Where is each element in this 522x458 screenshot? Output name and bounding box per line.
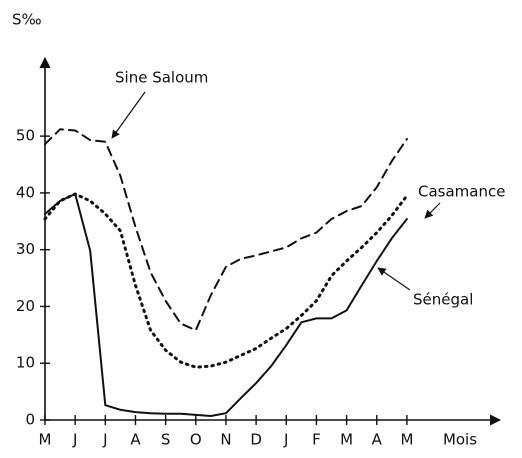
x-tick-label: S [161, 431, 171, 449]
x-tick-label: A [372, 431, 383, 449]
y-tick-label: 30 [16, 240, 35, 258]
series-label: Casamance [418, 183, 505, 201]
series-line [44, 193, 408, 417]
series-line [43, 192, 409, 369]
y-tick-label: 0 [25, 411, 35, 429]
y-tick-label: 40 [16, 183, 35, 201]
x-tick-label: M [39, 431, 52, 449]
series-label: Sénégal [413, 291, 473, 309]
x-tick-label: N [220, 431, 231, 449]
x-tick-label: J [102, 431, 107, 449]
series-label: Sine Saloum [115, 69, 208, 87]
y-tick-label: 10 [16, 354, 35, 372]
x-tick-label: J [72, 431, 77, 449]
label-leader [377, 267, 411, 291]
x-tick-label: D [250, 431, 262, 449]
x-tick-label: A [130, 431, 141, 449]
x-tick-label: F [312, 431, 321, 449]
series-line [44, 128, 408, 332]
x-axis-label: Mois [443, 431, 477, 449]
x-tick-label: J [283, 431, 288, 449]
x-tick-label: O [190, 431, 202, 449]
label-leader [111, 91, 146, 139]
label-leader [424, 202, 441, 219]
x-tick-label: M [400, 431, 413, 449]
y-tick-label: 50 [16, 127, 35, 145]
x-tick-label: M [340, 431, 353, 449]
y-axis-label: S‰ [12, 11, 42, 29]
y-tick-label: 20 [16, 297, 35, 315]
